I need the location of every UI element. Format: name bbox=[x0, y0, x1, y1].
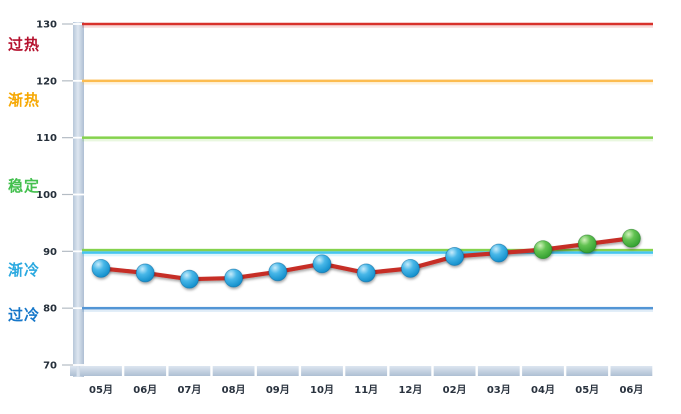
x-axis-bar-segment bbox=[433, 366, 476, 376]
x-axis-bar-segment bbox=[477, 366, 520, 376]
y-tick-label: 90 bbox=[43, 247, 57, 258]
x-tick-label: 07月 bbox=[177, 384, 201, 396]
threshold-line-glow bbox=[82, 253, 653, 257]
threshold-line-glow bbox=[82, 25, 653, 28]
y-tick-label: 130 bbox=[36, 20, 57, 31]
threshold-line-glow bbox=[82, 82, 653, 85]
data-point-05月-11[interactable] bbox=[577, 234, 597, 254]
threshold-line-80 bbox=[82, 306, 653, 310]
data-point-10月-5[interactable] bbox=[312, 254, 332, 274]
y-tick-label: 80 bbox=[43, 304, 57, 315]
threshold-line-90 bbox=[82, 251, 653, 254]
zone-label: 过冷 bbox=[8, 306, 40, 324]
data-point-07月-2[interactable] bbox=[179, 269, 199, 289]
data-point-03月-9[interactable] bbox=[489, 243, 509, 263]
data-point-09月-4[interactable] bbox=[268, 262, 288, 282]
x-axis-bar-cap bbox=[70, 366, 77, 376]
threshold-line-90 bbox=[82, 248, 653, 252]
x-tick-label: 09月 bbox=[266, 384, 290, 396]
threshold-line-glow bbox=[82, 138, 653, 142]
threshold-line-120 bbox=[82, 79, 653, 83]
x-axis-bar-segment bbox=[345, 366, 388, 376]
x-axis-bar-segment bbox=[168, 366, 211, 376]
x-axis-bar-segment bbox=[566, 366, 609, 376]
y-axis-bar-notch bbox=[72, 136, 85, 139]
y-axis-bar-notch bbox=[72, 364, 85, 366]
x-tick-label: 05月 bbox=[575, 384, 599, 396]
threshold-line-130 bbox=[82, 22, 653, 26]
y-tick-label: 120 bbox=[36, 76, 57, 87]
data-point-11月-6[interactable] bbox=[356, 263, 376, 283]
y-axis-bar-notch bbox=[72, 79, 85, 82]
data-point-12月-7[interactable] bbox=[400, 258, 420, 278]
data-point-06月-1[interactable] bbox=[135, 263, 155, 283]
threshold-line-110 bbox=[82, 136, 653, 139]
data-point-08月-3[interactable] bbox=[224, 268, 244, 288]
x-tick-label: 06月 bbox=[619, 384, 643, 396]
data-point-02月-8[interactable] bbox=[445, 247, 465, 266]
x-axis-bar-segment bbox=[212, 366, 255, 376]
x-tick-label: 10月 bbox=[310, 384, 334, 396]
y-tick-label: 70 bbox=[43, 361, 57, 372]
zone-label: 渐冷 bbox=[8, 261, 40, 279]
data-point-06月-12[interactable] bbox=[622, 228, 641, 248]
y-axis-bar bbox=[73, 22, 84, 377]
x-tick-label: 11月 bbox=[354, 384, 378, 396]
x-axis-bar-segment bbox=[124, 366, 167, 376]
x-tick-label: 05月 bbox=[89, 384, 113, 396]
x-tick-label: 02月 bbox=[443, 384, 467, 396]
x-axis-bar-segment bbox=[301, 366, 343, 376]
x-tick-label: 12月 bbox=[398, 384, 422, 396]
y-tick-label: 100 bbox=[36, 190, 57, 201]
threshold-line-glow bbox=[82, 309, 653, 312]
x-axis-bar-segment bbox=[80, 366, 122, 376]
x-axis-bar-segment bbox=[256, 366, 299, 376]
y-axis-bar-notch bbox=[72, 193, 85, 196]
x-axis-bar-segment bbox=[610, 366, 653, 376]
data-point-05月-0[interactable] bbox=[91, 258, 111, 278]
zone-label: 过热 bbox=[8, 35, 40, 53]
zone-label: 渐热 bbox=[8, 91, 40, 109]
data-point-04月-10[interactable] bbox=[533, 240, 553, 260]
x-tick-label: 06月 bbox=[133, 384, 157, 396]
y-tick-label: 110 bbox=[36, 133, 57, 144]
x-tick-label: 04月 bbox=[531, 384, 555, 396]
y-axis-bar-notch bbox=[72, 307, 85, 310]
x-tick-label: 03月 bbox=[487, 384, 511, 396]
zone-label: 稳定 bbox=[8, 177, 40, 195]
x-tick-label: 08月 bbox=[222, 384, 246, 396]
y-axis-bar-notch bbox=[72, 23, 85, 25]
y-axis-bar-notch bbox=[72, 250, 85, 253]
x-axis-bar-segment bbox=[522, 366, 564, 376]
x-axis-bar-segment bbox=[389, 366, 432, 376]
